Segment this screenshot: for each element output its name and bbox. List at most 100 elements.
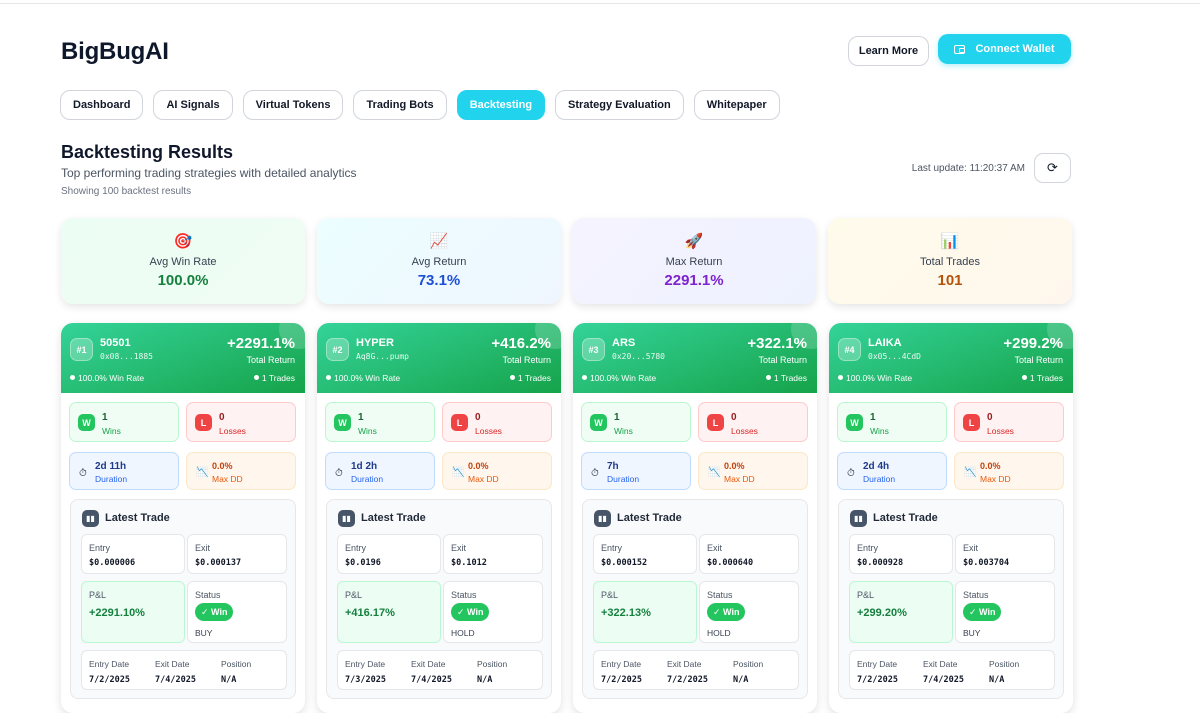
wins-label: Wins: [358, 426, 377, 436]
latest-trade-title: Latest Trade: [873, 512, 938, 524]
losses-box: L 0 Losses: [186, 402, 296, 442]
tab-virtual-tokens[interactable]: Virtual Tokens: [242, 90, 344, 120]
page-subtitle: Top performing trading strategies with d…: [61, 166, 357, 180]
learn-more-button[interactable]: Learn More: [848, 36, 929, 66]
status-badge: ✓ Win: [963, 603, 1002, 621]
exit-price-box: Exit $0.000137: [187, 534, 287, 574]
entry-date-value: 7/2/2025: [89, 675, 130, 685]
win-rate: 100.0% Win Rate: [582, 373, 656, 383]
exit-date-value: 7/2/2025: [667, 675, 708, 685]
position-label: Position: [477, 659, 508, 669]
chart-down-icon: 📉: [964, 467, 977, 478]
tab-trading-bots[interactable]: Trading Bots: [353, 90, 447, 120]
result-card[interactable]: #1 50501 0x08...1885 +2291.1% Total Retu…: [61, 323, 305, 713]
tab-whitepaper[interactable]: Whitepaper: [693, 90, 780, 120]
losses-value: 0: [731, 412, 737, 423]
refresh-button[interactable]: ⟳: [1034, 153, 1071, 183]
token-name: HYPER: [356, 337, 394, 349]
token-name: 50501: [100, 337, 131, 349]
stat-value: 2291.1%: [664, 272, 724, 289]
duration-label: Duration: [607, 474, 640, 484]
chart-down-icon: 📉: [452, 467, 465, 478]
stat-value: 100.0%: [157, 272, 209, 289]
status-label: Status: [963, 590, 989, 600]
pnl-label: P&L: [89, 590, 107, 600]
latest-trade-panel: ▮▮ Latest Trade Entry $0.000006 Exit $0.…: [70, 499, 296, 699]
duration-box: ⏱ 2d 11h Duration: [69, 452, 179, 490]
bar-chart-icon: 📊: [940, 233, 960, 250]
pnl-value: +416.17%: [345, 607, 395, 619]
position-value: N/A: [733, 675, 749, 685]
max-dd-value: 0.0%: [980, 461, 1001, 471]
stat-label: Avg Win Rate: [149, 256, 217, 268]
wins-badge-icon: W: [78, 414, 95, 431]
position-value: N/A: [989, 675, 1005, 685]
tab-strategy-evaluation[interactable]: Strategy Evaluation: [555, 90, 684, 120]
duration-box: ⏱ 1d 2h Duration: [325, 452, 435, 490]
wins-box: W 1 Wins: [581, 402, 691, 442]
total-return-label: Total Return: [1014, 355, 1063, 365]
entry-date-label: Entry Date: [857, 659, 898, 669]
result-card[interactable]: #2 HYPER Aq8G...pump +416.2% Total Retur…: [317, 323, 561, 713]
pnl-box: P&L +2291.10%: [81, 581, 185, 643]
entry-date-label: Entry Date: [601, 659, 642, 669]
brand-logo[interactable]: BigBugAI: [61, 38, 169, 65]
status-box: Status ✓ Win HOLD: [699, 581, 799, 643]
stat-avg-return: 📈 Avg Return 73.1%: [317, 218, 561, 304]
chart-down-icon: 📉: [708, 467, 721, 478]
entry-value: $0.0196: [345, 558, 381, 568]
stopwatch-icon: ⏱: [79, 468, 87, 479]
losses-badge-icon: L: [195, 414, 212, 431]
card-header: #3 ARS 0x20...5780 +322.1% Total Return …: [573, 323, 817, 393]
max-dd-box: 📉 0.0% Max DD: [698, 452, 808, 490]
max-dd-box: 📉 0.0% Max DD: [442, 452, 552, 490]
top-divider: [0, 3, 1200, 4]
trades-count: 1 Trades: [509, 373, 551, 383]
losses-badge-icon: L: [451, 414, 468, 431]
chart-up-icon: 📈: [429, 233, 449, 250]
max-dd-value: 0.0%: [468, 461, 489, 471]
entry-price-box: Entry $0.0196: [337, 534, 441, 574]
position-label: Position: [733, 659, 764, 669]
stat-value: 101: [937, 272, 963, 289]
entry-date-value: 7/3/2025: [345, 675, 386, 685]
token-address: Aq8G...pump: [356, 352, 409, 361]
win-rate-text: 100.0% Win Rate: [334, 373, 401, 383]
losses-label: Losses: [475, 426, 502, 436]
losses-label: Losses: [731, 426, 758, 436]
tab-backtesting[interactable]: Backtesting: [456, 90, 546, 120]
entry-label: Entry: [89, 543, 111, 553]
win-rate-text: 100.0% Win Rate: [846, 373, 913, 383]
win-rate: 100.0% Win Rate: [838, 373, 912, 383]
stat-total-trades: 📊 Total Trades 101: [828, 218, 1072, 304]
exit-date-value: 7/4/2025: [923, 675, 964, 685]
losses-value: 0: [219, 412, 225, 423]
status-badge: ✓ Win: [195, 603, 234, 621]
connect-wallet-label: Connect Wallet: [975, 43, 1055, 55]
exit-label: Exit: [963, 543, 979, 553]
trade-action: HOLD: [707, 628, 731, 638]
pnl-box: P&L +322.13%: [593, 581, 697, 643]
result-card[interactable]: #3 ARS 0x20...5780 +322.1% Total Return …: [573, 323, 817, 713]
refresh-icon: ⟳: [1047, 160, 1058, 175]
tab-dashboard[interactable]: Dashboard: [60, 90, 144, 120]
stat-label: Avg Return: [411, 256, 467, 268]
tab-ai-signals[interactable]: AI Signals: [153, 90, 233, 120]
trades-text: 1 Trades: [261, 373, 295, 383]
token-name: LAIKA: [868, 337, 902, 349]
connect-wallet-button[interactable]: Connect Wallet: [938, 34, 1071, 64]
result-card[interactable]: #4 LAIKA 0x05...4CdD +299.2% Total Retur…: [829, 323, 1073, 713]
card-header: #2 HYPER Aq8G...pump +416.2% Total Retur…: [317, 323, 561, 393]
wins-label: Wins: [870, 426, 889, 436]
win-rate-text: 100.0% Win Rate: [590, 373, 657, 383]
max-dd-value: 0.0%: [212, 461, 233, 471]
exit-label: Exit: [451, 543, 467, 553]
win-rate: 100.0% Win Rate: [70, 373, 144, 383]
duration-value: 7h: [607, 461, 619, 472]
exit-value: $0.000137: [195, 558, 242, 568]
win-rate-text: 100.0% Win Rate: [78, 373, 145, 383]
status-label: Status: [707, 590, 733, 600]
wallet-icon: [954, 44, 966, 54]
dates-box: Entry Date 7/2/2025 Exit Date 7/4/2025 Pos…: [849, 650, 1055, 690]
